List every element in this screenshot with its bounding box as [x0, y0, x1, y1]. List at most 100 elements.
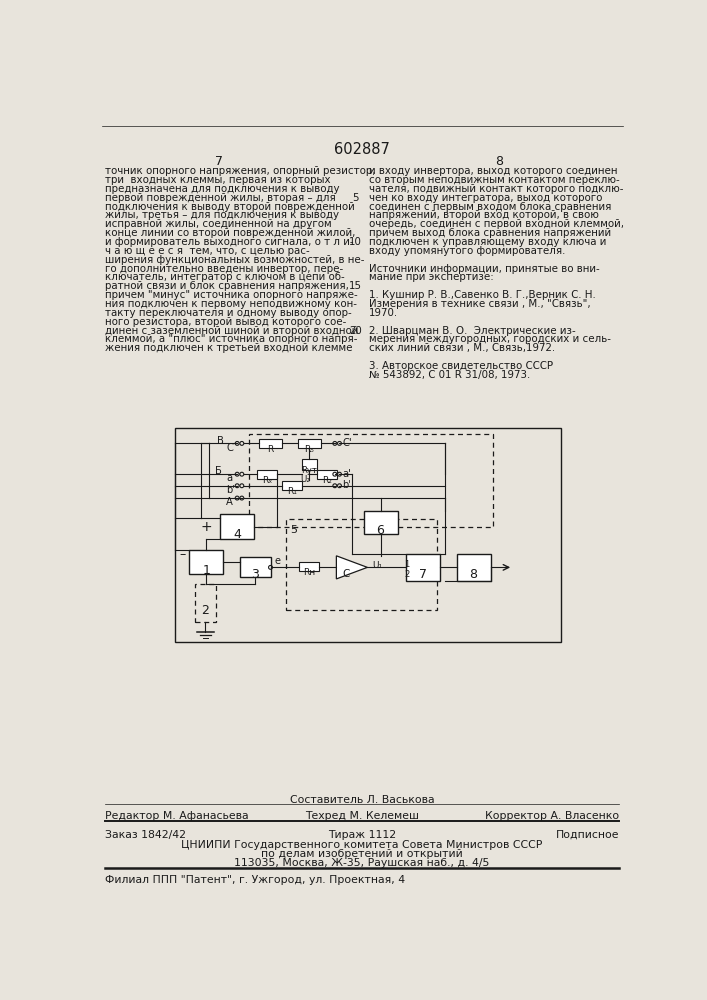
Text: жения подключен к третьей входной клемме: жения подключен к третьей входной клемме	[105, 343, 353, 353]
Text: Источники информации, принятые во вни-: Источники информации, принятые во вни-	[369, 264, 600, 274]
Text: Корректор А. Власенко: Корректор А. Власенко	[485, 811, 619, 821]
Text: напряжений, второй вход которой, в свою: напряжений, второй вход которой, в свою	[369, 210, 599, 220]
Text: b': b'	[343, 480, 351, 490]
Text: го дополнительно введены инвертор, пере-: го дополнительно введены инвертор, пере-	[105, 264, 344, 274]
Text: 8: 8	[469, 568, 477, 581]
Text: и формирователь выходного сигнала, о т л и-: и формирователь выходного сигнала, о т л…	[105, 237, 354, 247]
Text: Техред М. Келемеш: Техред М. Келемеш	[305, 811, 419, 821]
Text: 4: 4	[233, 528, 241, 541]
Text: Составитель Л. Васькова: Составитель Л. Васькова	[290, 795, 434, 805]
Bar	[282, 481, 303, 490]
Bar	[189, 550, 223, 574]
Text: чен ко входу интегратора, выход которого: чен ко входу интегратора, выход которого	[369, 193, 602, 203]
Text: первой поврежденной жилы, вторая – для: первой поврежденной жилы, вторая – для	[105, 193, 336, 203]
Text: 113035, Москва, Ж-35, Раушская наб., д. 4/5: 113035, Москва, Ж-35, Раушская наб., д. …	[234, 858, 490, 868]
Text: причем "минус" источника опорного напряже-: причем "минус" источника опорного напряж…	[105, 290, 358, 300]
Text: 3: 3	[251, 568, 259, 581]
Text: клеммой, а "плюс" источника опорного напря-: клеммой, а "плюс" источника опорного нап…	[105, 334, 358, 344]
Text: b': b'	[226, 485, 235, 495]
Text: C': C'	[343, 438, 352, 448]
Text: такту переключателя и одному выводу опор-: такту переключателя и одному выводу опор…	[105, 308, 352, 318]
Text: a: a	[226, 473, 233, 483]
Text: 602887: 602887	[334, 142, 390, 157]
Bar	[175, 428, 561, 642]
Text: Заказ 1842/42: Заказ 1842/42	[105, 830, 187, 840]
Text: R₂: R₂	[322, 476, 332, 485]
Bar	[298, 439, 321, 448]
Text: B: B	[217, 436, 224, 446]
Text: e: e	[274, 556, 281, 566]
Bar	[249, 434, 493, 527]
Text: 6: 6	[377, 524, 385, 537]
Text: подключен к управляющему входу ключа и: подключен к управляющему входу ключа и	[369, 237, 607, 247]
Text: ного резистора, второй вывод которого сое-: ного резистора, второй вывод которого со…	[105, 317, 347, 327]
Text: конце линии со второй поврежденной жилой,: конце линии со второй поврежденной жилой…	[105, 228, 356, 238]
Text: подключения к выводу второй поврежденной: подключения к выводу второй поврежденной	[105, 202, 355, 212]
Text: ских линий связи , М., Связь,1972.: ских линий связи , М., Связь,1972.	[369, 343, 555, 353]
Text: R: R	[267, 445, 274, 454]
Text: C: C	[343, 569, 350, 579]
Text: a': a'	[343, 469, 351, 479]
Text: ширения функциональных возможностей, в не-: ширения функциональных возможностей, в н…	[105, 255, 365, 265]
Text: ния подключен к первому неподвижному кон-: ния подключен к первому неподвижному кон…	[105, 299, 358, 309]
Text: Тираж 1112: Тираж 1112	[328, 830, 396, 840]
Text: 20: 20	[349, 326, 362, 336]
Text: Б: Б	[216, 466, 222, 477]
Text: Rₓ: Rₓ	[262, 476, 272, 485]
Text: Редактор М. Афанасьева: Редактор М. Афанасьева	[105, 811, 249, 821]
Text: по делам изобретений и открытий: по делам изобретений и открытий	[261, 849, 463, 859]
Text: –: –	[180, 548, 186, 561]
Text: U₂: U₂	[300, 475, 310, 484]
Text: очередь, соединен с первой входной клеммой,: очередь, соединен с первой входной клемм…	[369, 219, 624, 229]
Text: Подписное: Подписное	[556, 830, 619, 840]
Text: точник опорного напряжения, опорный резистор,: точник опорного напряжения, опорный рези…	[105, 166, 376, 176]
Bar	[301, 459, 317, 470]
Text: три  входных клеммы, первая из которых: три входных клеммы, первая из которых	[105, 175, 331, 185]
Bar	[299, 562, 320, 571]
Bar	[220, 514, 255, 539]
Text: со вторым неподвижным контактом переклю-: со вторым неподвижным контактом переклю-	[369, 175, 619, 185]
Bar	[317, 470, 337, 479]
Text: 3. Авторское свидетельство СССР: 3. Авторское свидетельство СССР	[369, 361, 553, 371]
Text: 15: 15	[349, 281, 362, 291]
Text: 1: 1	[202, 564, 210, 577]
Text: 1. Кушнир Р. В.,Савенко В. Г.,Верник С. Н.: 1. Кушнир Р. В.,Савенко В. Г.,Верник С. …	[369, 290, 596, 300]
Text: ключатель, интегратор с ключом в цепи об-: ключатель, интегратор с ключом в цепи об…	[105, 272, 345, 282]
Polygon shape	[337, 556, 368, 579]
Text: 2: 2	[404, 570, 410, 579]
Text: A: A	[226, 497, 233, 507]
Text: R₁: R₁	[287, 487, 297, 496]
Text: № 543892, С 01 R 31/08, 1973.: № 543892, С 01 R 31/08, 1973.	[369, 370, 530, 380]
Text: ЦНИИПИ Государственного комитета Совета Министров СССР: ЦНИИПИ Государственного комитета Совета …	[181, 840, 543, 850]
Text: жилы, третья – для подключения к выводу: жилы, третья – для подключения к выводу	[105, 210, 339, 220]
Text: соединен с первым входом блока сравнения: соединен с первым входом блока сравнения	[369, 202, 612, 212]
Bar	[406, 554, 440, 581]
Bar	[457, 554, 491, 581]
Text: Rн: Rн	[303, 568, 315, 577]
Text: Rут: Rут	[301, 466, 317, 475]
Text: ратной связи и блок сравнения напряжения,: ратной связи и блок сравнения напряжения…	[105, 281, 349, 291]
Text: входу упомянутого формирователя.: входу упомянутого формирователя.	[369, 246, 566, 256]
Text: мание при экспертизе:: мание при экспертизе:	[369, 272, 493, 282]
Text: причем выход блока сравнения напряжений: причем выход блока сравнения напряжений	[369, 228, 611, 238]
Text: Измерения в технике связи , М., "Связь",: Измерения в технике связи , М., "Связь",	[369, 299, 590, 309]
Text: 1: 1	[404, 560, 410, 569]
Text: 7: 7	[419, 568, 427, 581]
Text: R₅: R₅	[304, 445, 314, 454]
Text: 5: 5	[353, 193, 359, 203]
Text: 7: 7	[215, 155, 223, 168]
Text: U₁: U₁	[372, 561, 382, 570]
Text: +: +	[201, 520, 212, 534]
Text: 1970.: 1970.	[369, 308, 398, 318]
Text: 2. Шварцман В. О.  Электрические из-: 2. Шварцман В. О. Электрические из-	[369, 326, 575, 336]
Text: 5: 5	[290, 525, 297, 535]
Text: C: C	[226, 443, 233, 453]
Text: мерения междугородных, городских и сель-: мерения междугородных, городских и сель-	[369, 334, 611, 344]
Text: предназначена для подключения к выводу: предназначена для подключения к выводу	[105, 184, 340, 194]
Bar	[363, 511, 397, 534]
Bar	[240, 557, 271, 577]
Text: и входу инвертора, выход которого соединен: и входу инвертора, выход которого соедин…	[369, 166, 617, 176]
Text: чателя, подвижный контакт которого подклю-: чателя, подвижный контакт которого подкл…	[369, 184, 624, 194]
Text: исправной жилы, соединенной на другом: исправной жилы, соединенной на другом	[105, 219, 332, 229]
Bar	[259, 439, 282, 448]
